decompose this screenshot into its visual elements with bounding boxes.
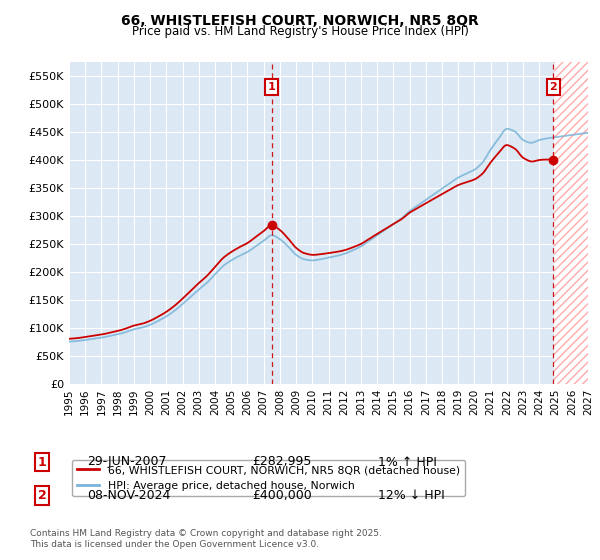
Legend: 66, WHISTLEFISH COURT, NORWICH, NR5 8QR (detached house), HPI: Average price, de: 66, WHISTLEFISH COURT, NORWICH, NR5 8QR … — [72, 460, 465, 496]
Text: 66, WHISTLEFISH COURT, NORWICH, NR5 8QR: 66, WHISTLEFISH COURT, NORWICH, NR5 8QR — [121, 14, 479, 28]
Text: 12% ↓ HPI: 12% ↓ HPI — [378, 489, 445, 502]
Text: 08-NOV-2024: 08-NOV-2024 — [87, 489, 170, 502]
Text: £282,995: £282,995 — [252, 455, 311, 469]
Text: 1: 1 — [38, 455, 46, 469]
Text: 2: 2 — [38, 489, 46, 502]
Text: 2: 2 — [550, 82, 557, 92]
Text: 29-JUN-2007: 29-JUN-2007 — [87, 455, 167, 469]
Text: Contains HM Land Registry data © Crown copyright and database right 2025.
This d: Contains HM Land Registry data © Crown c… — [30, 529, 382, 549]
Text: £400,000: £400,000 — [252, 489, 312, 502]
Text: Price paid vs. HM Land Registry's House Price Index (HPI): Price paid vs. HM Land Registry's House … — [131, 25, 469, 38]
Text: 1% ↑ HPI: 1% ↑ HPI — [378, 455, 437, 469]
Text: 1: 1 — [268, 82, 275, 92]
